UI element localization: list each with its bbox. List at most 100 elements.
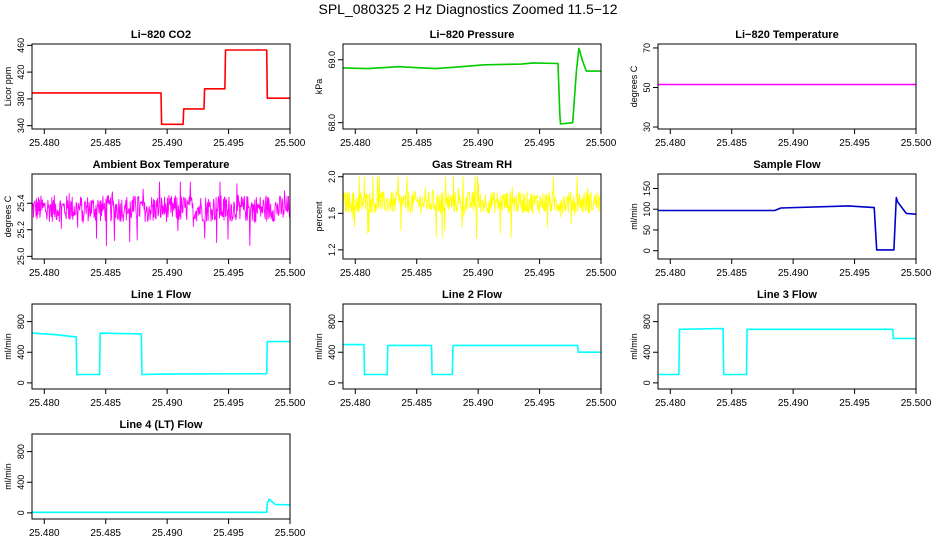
series-line [658, 327, 916, 376]
y-tick-label: 70 [642, 43, 652, 53]
x-tick-label: 25.495 [524, 398, 555, 409]
x-tick-label: 25.490 [463, 398, 494, 409]
y-axis-label: kPa [314, 79, 324, 95]
x-tick-label: 25.490 [778, 398, 809, 409]
x-tick-label: 25.500 [901, 398, 932, 409]
y-axis-label: ml/min [3, 463, 13, 490]
y-tick-label: 400 [16, 345, 26, 360]
y-tick-label: 0 [327, 380, 337, 385]
y-tick-label: 400 [327, 345, 337, 360]
y-tick-label: 460 [16, 38, 26, 53]
figure-title: SPL_080325 2 Hz Diagnostics Zoomed 11.5−… [318, 1, 618, 17]
x-tick-label: 25.480 [340, 138, 371, 149]
y-tick-label: 25.2 [16, 221, 26, 239]
x-tick-label: 25.485 [401, 398, 432, 409]
x-tick-label: 25.480 [655, 398, 686, 409]
y-axis-label: degrees C [3, 195, 13, 237]
chart-panel-3: Li−820 Temperature 25.480 25.485 25.490 25.4… [629, 29, 932, 149]
x-tick-label: 25.480 [340, 398, 371, 409]
x-tick-label: 25.485 [716, 268, 747, 279]
chart-title: Li−820 Pressure [430, 29, 515, 41]
x-tick-label: 25.500 [275, 138, 306, 149]
y-axis-label: degrees C [629, 65, 639, 107]
y-tick-label: 25.0 [16, 248, 26, 266]
x-tick-label: 25.500 [586, 398, 617, 409]
y-tick-label: 1.6 [327, 207, 337, 220]
plot-frame [657, 43, 917, 130]
y-axis-label: Licor ppm [3, 67, 13, 107]
x-tick-label: 25.495 [213, 528, 244, 539]
chart-panel-6: Sample Flow 25.480 25.485 25.490 25.495 25.50… [629, 159, 932, 279]
chart-title: Line 2 Flow [442, 289, 502, 301]
x-tick-label: 25.490 [152, 398, 183, 409]
chart-panel-2: Li−820 Pressure 25.480 25.485 25.490 25.495 2… [314, 29, 617, 149]
chart-title: Line 1 Flow [131, 289, 191, 301]
x-tick-label: 25.495 [524, 138, 555, 149]
x-tick-label: 25.485 [401, 138, 432, 149]
x-tick-label: 25.485 [401, 268, 432, 279]
y-tick-label: 800 [327, 314, 337, 329]
series-line [343, 343, 601, 376]
x-tick-label: 25.495 [839, 268, 870, 279]
plot-frame [31, 43, 291, 130]
x-tick-label: 25.485 [90, 398, 121, 409]
x-tick-label: 25.480 [29, 268, 60, 279]
x-tick-label: 25.495 [839, 138, 870, 149]
series-line [342, 47, 601, 125]
y-tick-label: 800 [642, 314, 652, 329]
x-tick-label: 25.500 [586, 268, 617, 279]
x-tick-label: 25.490 [463, 268, 494, 279]
plot-frame [342, 303, 602, 390]
x-tick-label: 25.490 [152, 138, 183, 149]
x-tick-label: 25.490 [778, 138, 809, 149]
x-tick-label: 25.500 [275, 528, 306, 539]
plot-frame [657, 303, 917, 390]
y-tick-label: 800 [16, 444, 26, 459]
y-tick-label: 2.0 [327, 170, 337, 183]
y-tick-label: 100 [642, 202, 652, 217]
y-tick-label: 150 [642, 181, 652, 196]
chart-title: Li−820 CO2 [131, 29, 191, 41]
plot-frame [31, 433, 291, 520]
y-tick-label: 340 [16, 118, 26, 133]
x-tick-label: 25.495 [524, 268, 555, 279]
x-tick-label: 25.490 [152, 268, 183, 279]
y-tick-label: 400 [16, 475, 26, 490]
x-tick-label: 25.485 [90, 138, 121, 149]
x-tick-label: 25.480 [655, 268, 686, 279]
chart-panel-8: Line 2 Flow 25.480 25.485 25.490 25.495 25.50… [314, 289, 617, 409]
x-tick-label: 25.480 [29, 398, 60, 409]
chart-title: Line 4 (LT) Flow [120, 419, 203, 431]
chart-title: Ambient Box Temperature [93, 159, 230, 171]
x-tick-label: 25.485 [90, 528, 121, 539]
y-tick-label: 0 [16, 380, 26, 385]
chart-title: Line 3 Flow [757, 289, 817, 301]
x-tick-label: 25.500 [586, 138, 617, 149]
y-tick-label: 0 [642, 380, 652, 385]
series-line [658, 196, 917, 251]
y-axis-label: percent [314, 201, 324, 232]
y-tick-label: 380 [16, 91, 26, 106]
plot-frame [342, 173, 602, 260]
y-tick-label: 68.0 [327, 114, 337, 132]
y-axis-label: ml/min [629, 333, 639, 360]
y-axis-label: ml/min [314, 333, 324, 360]
x-tick-label: 25.480 [29, 528, 60, 539]
y-tick-label: 0 [642, 248, 652, 253]
x-tick-label: 25.485 [716, 138, 747, 149]
x-tick-label: 25.500 [901, 138, 932, 149]
x-tick-label: 25.485 [716, 398, 747, 409]
y-axis-label: ml/min [629, 203, 639, 230]
y-tick-label: 69.0 [327, 51, 337, 69]
plot-frame [657, 173, 917, 260]
series-line [31, 332, 290, 376]
x-tick-label: 25.500 [275, 398, 306, 409]
y-tick-label: 800 [16, 314, 26, 329]
chart-title: Li−820 Temperature [735, 29, 838, 41]
y-axis-label: ml/min [3, 333, 13, 360]
x-tick-label: 25.495 [213, 268, 244, 279]
x-tick-label: 25.495 [213, 138, 244, 149]
chart-panel-9: Line 3 Flow 25.480 25.485 25.490 25.495 25.50… [629, 289, 932, 409]
x-tick-label: 25.495 [213, 398, 244, 409]
x-tick-label: 25.490 [152, 528, 183, 539]
